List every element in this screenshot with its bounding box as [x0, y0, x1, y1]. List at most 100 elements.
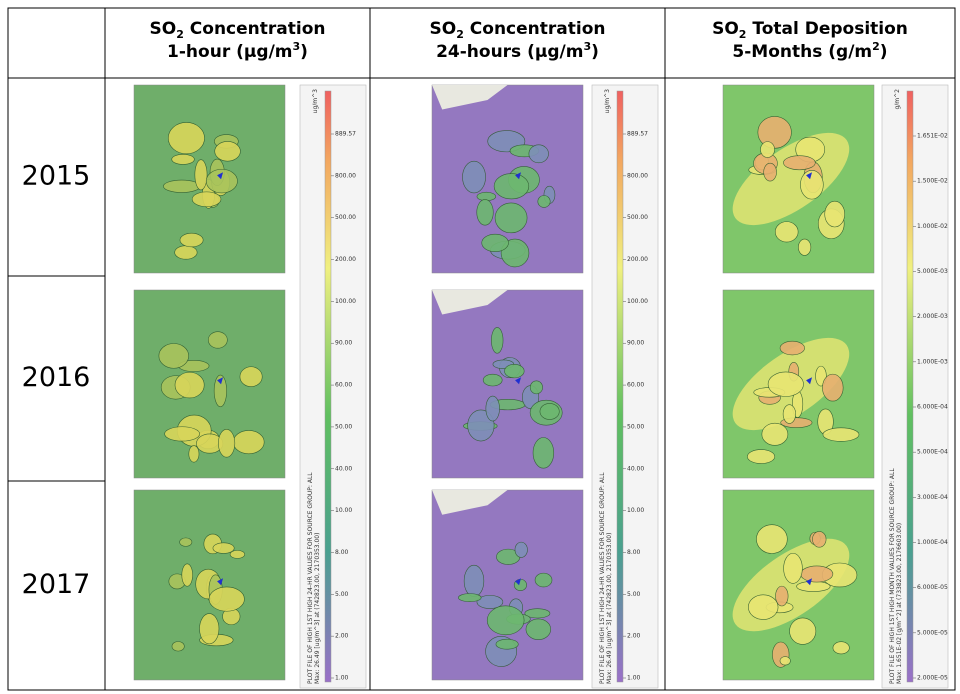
legend-label: 6.000E-05 [917, 584, 948, 591]
header-text: Concentration [464, 19, 606, 39]
map-contour [483, 374, 502, 386]
legend-label: 50.00 [627, 423, 644, 430]
subscript: 2 [176, 28, 184, 41]
map-contour [206, 169, 237, 193]
map-contour [833, 642, 849, 654]
legend-label: 200.00 [335, 256, 356, 263]
map-contour [180, 233, 203, 247]
header-title: 1-hour (µg/m3) [167, 40, 308, 62]
legend-label: 200.00 [627, 256, 648, 263]
map-contour [215, 141, 241, 161]
map-contour [163, 180, 200, 193]
map-contour [762, 423, 788, 445]
legend-label: 1.000E-03 [917, 358, 948, 365]
legend-label: 500.00 [627, 214, 648, 221]
superscript: 3 [293, 40, 301, 53]
legend-label: 1.00 [335, 675, 349, 682]
map-contour [800, 170, 823, 199]
map-contour [530, 381, 542, 394]
map-contour [175, 372, 204, 398]
map-contour [798, 239, 811, 255]
subscript: 2 [456, 28, 464, 41]
legend-label: 8.00 [627, 549, 641, 556]
map-contour [165, 427, 200, 441]
header-title: SO2 Concentration [150, 19, 326, 41]
map-contour [172, 641, 184, 651]
superscript: 3 [583, 40, 591, 53]
map-contour [825, 201, 845, 227]
map-contour [783, 156, 815, 170]
legend-label: 40.00 [627, 465, 644, 472]
legend-label: 40.00 [335, 465, 352, 472]
legend-label: 5.00 [335, 591, 349, 598]
map-contour [495, 203, 527, 233]
legend-label: 8.00 [335, 549, 349, 556]
legend-caption: PLOT FILE OF HIGH 1ST HIGH 24-HR VALUES … [307, 472, 314, 684]
map-contour [533, 437, 554, 468]
map-contour [218, 429, 234, 457]
map-contour [748, 595, 778, 620]
map-contour [823, 428, 859, 441]
map-contour [505, 364, 525, 378]
map-contour [747, 450, 774, 464]
map-contour [768, 372, 803, 397]
map-contour [491, 327, 503, 353]
legend-label: 90.00 [335, 340, 352, 347]
map-contour [526, 619, 551, 640]
legend-label: 889.57 [335, 131, 356, 138]
map-contour [538, 196, 550, 208]
map-contour [182, 564, 193, 586]
legend-label: 2.00 [335, 633, 349, 640]
legend-label: 2.000E-03 [917, 313, 948, 320]
legend-label: 10.00 [335, 507, 352, 514]
map-contour [780, 657, 790, 666]
map-contour [494, 174, 529, 199]
legend-label: 5.000E-05 [917, 629, 948, 636]
map-contour [175, 246, 197, 260]
map-contour [458, 594, 481, 602]
map-contour [233, 430, 264, 453]
map-contour [482, 234, 509, 251]
legend-caption: PLOT FILE OF HIGH 1ST HIGH 24-HR VALUES … [599, 472, 606, 684]
colorbar [617, 91, 623, 682]
map-contour [780, 341, 805, 355]
header-text: Concentration [184, 19, 326, 39]
legend-label: 100.00 [627, 298, 648, 305]
map-contour [775, 222, 798, 242]
legend-unit: ug/m^3 [604, 89, 611, 114]
map-contour [172, 154, 195, 164]
legend-unit: ug/m^3 [312, 89, 319, 114]
legend-label: 5.000E-04 [917, 449, 948, 456]
legend-label: 5.00 [627, 591, 641, 598]
legend-label: 1.000E-04 [917, 539, 948, 546]
map-contour [159, 344, 189, 369]
map-contour [822, 374, 843, 401]
map-image [432, 290, 583, 478]
legend-label: 1.00 [627, 675, 641, 682]
map-contour [812, 531, 826, 547]
legend-max: Max: 26.49 [ug/m^3] at (742823.00, 21703… [314, 533, 321, 684]
map-contour [477, 199, 494, 225]
legend-label: 1.651E-02 [917, 133, 948, 140]
legend-unit: g/m^2 [894, 89, 901, 110]
header-text: ) [880, 42, 888, 62]
map-contour [189, 446, 199, 463]
header-text: Total Deposition [746, 19, 907, 39]
map-contour [486, 396, 500, 421]
map-contour [464, 565, 484, 596]
legend-label: 500.00 [335, 214, 356, 221]
header-text: SO [150, 19, 177, 39]
map-contour [209, 587, 244, 611]
map-contour [764, 163, 777, 181]
header-text: SO [430, 19, 457, 39]
header-text: 24-hours (µg/m [436, 42, 583, 62]
map-contour [213, 543, 234, 554]
header-text: 5-Months (g/m [732, 42, 872, 62]
map-contour [535, 573, 552, 587]
map-contour [801, 566, 833, 582]
legend-label: 6.000E-04 [917, 404, 948, 411]
map-contour [168, 122, 204, 153]
colorbar [325, 91, 331, 682]
year-label: 2016 [22, 362, 91, 393]
legend-label: 100.00 [335, 298, 356, 305]
